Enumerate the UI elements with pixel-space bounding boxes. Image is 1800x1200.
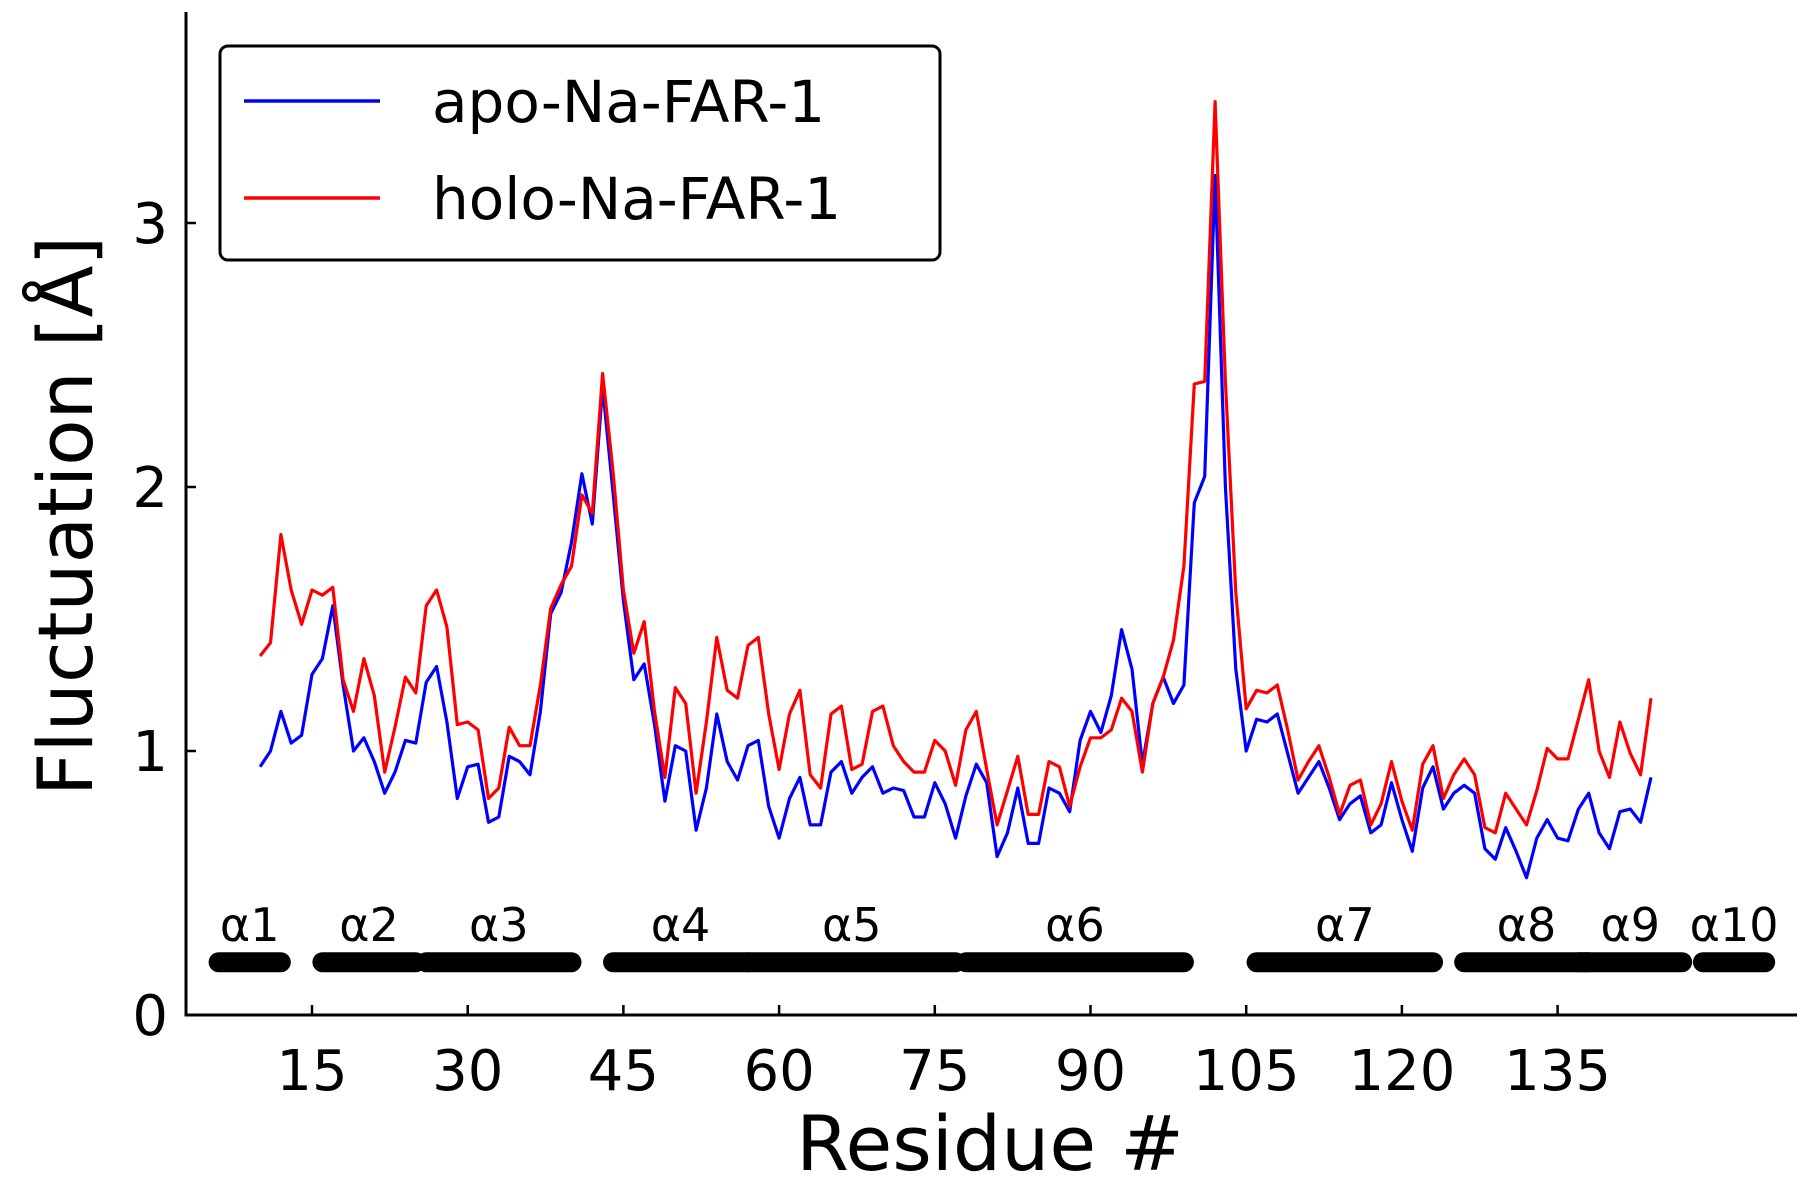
- x-tick-label: 15: [276, 1039, 347, 1104]
- legend-frame: [218, 44, 942, 262]
- legend: apo-Na-FAR-1 holo-Na-FAR-1: [218, 44, 942, 262]
- x-tick-label: 120: [1348, 1039, 1455, 1104]
- helix-label: α7: [1315, 898, 1375, 952]
- x-tick-label: 105: [1193, 1039, 1300, 1104]
- x-tick-label: 90: [1055, 1039, 1126, 1104]
- series-line-apo: [258, 173, 1653, 880]
- axes: [184, 12, 1797, 1017]
- helix-label: α3: [469, 898, 529, 952]
- helix-label: α1: [220, 898, 280, 952]
- x-tick-label: 30: [432, 1039, 503, 1104]
- helix-label: α4: [651, 898, 711, 952]
- y-tick-label: 0: [132, 984, 168, 1049]
- x-tick-label: 75: [899, 1039, 970, 1104]
- helix-label: α6: [1045, 898, 1105, 952]
- y-axis-label: Fluctuation [Å]: [21, 236, 110, 796]
- series-line-holo: [258, 99, 1653, 835]
- helix-label: α10: [1690, 898, 1779, 952]
- tick-labels: 15 30 45 60 75 90 105 120 135 0 1 2 3: [132, 192, 1611, 1104]
- x-tick-label: 45: [588, 1039, 659, 1104]
- x-tick-label: 60: [743, 1039, 814, 1104]
- legend-label-apo: apo-Na-FAR-1: [432, 68, 825, 136]
- helix-annotations: α1 α2 α3 α4 α5 α6 α7 α8 α9 α10: [208, 898, 1779, 973]
- helix-label: α8: [1497, 898, 1557, 952]
- x-axis-label: Residue #: [796, 1099, 1184, 1188]
- helix-label: α5: [822, 898, 882, 952]
- series-lines: [258, 99, 1653, 880]
- helix-label: α9: [1600, 898, 1660, 952]
- y-tick-label: 3: [132, 192, 168, 257]
- helix-label: α2: [339, 898, 399, 952]
- y-tick-label: 1: [132, 720, 168, 785]
- x-tick-label: 135: [1504, 1039, 1611, 1104]
- y-tick-label: 2: [132, 456, 168, 521]
- legend-label-holo: holo-Na-FAR-1: [432, 165, 841, 233]
